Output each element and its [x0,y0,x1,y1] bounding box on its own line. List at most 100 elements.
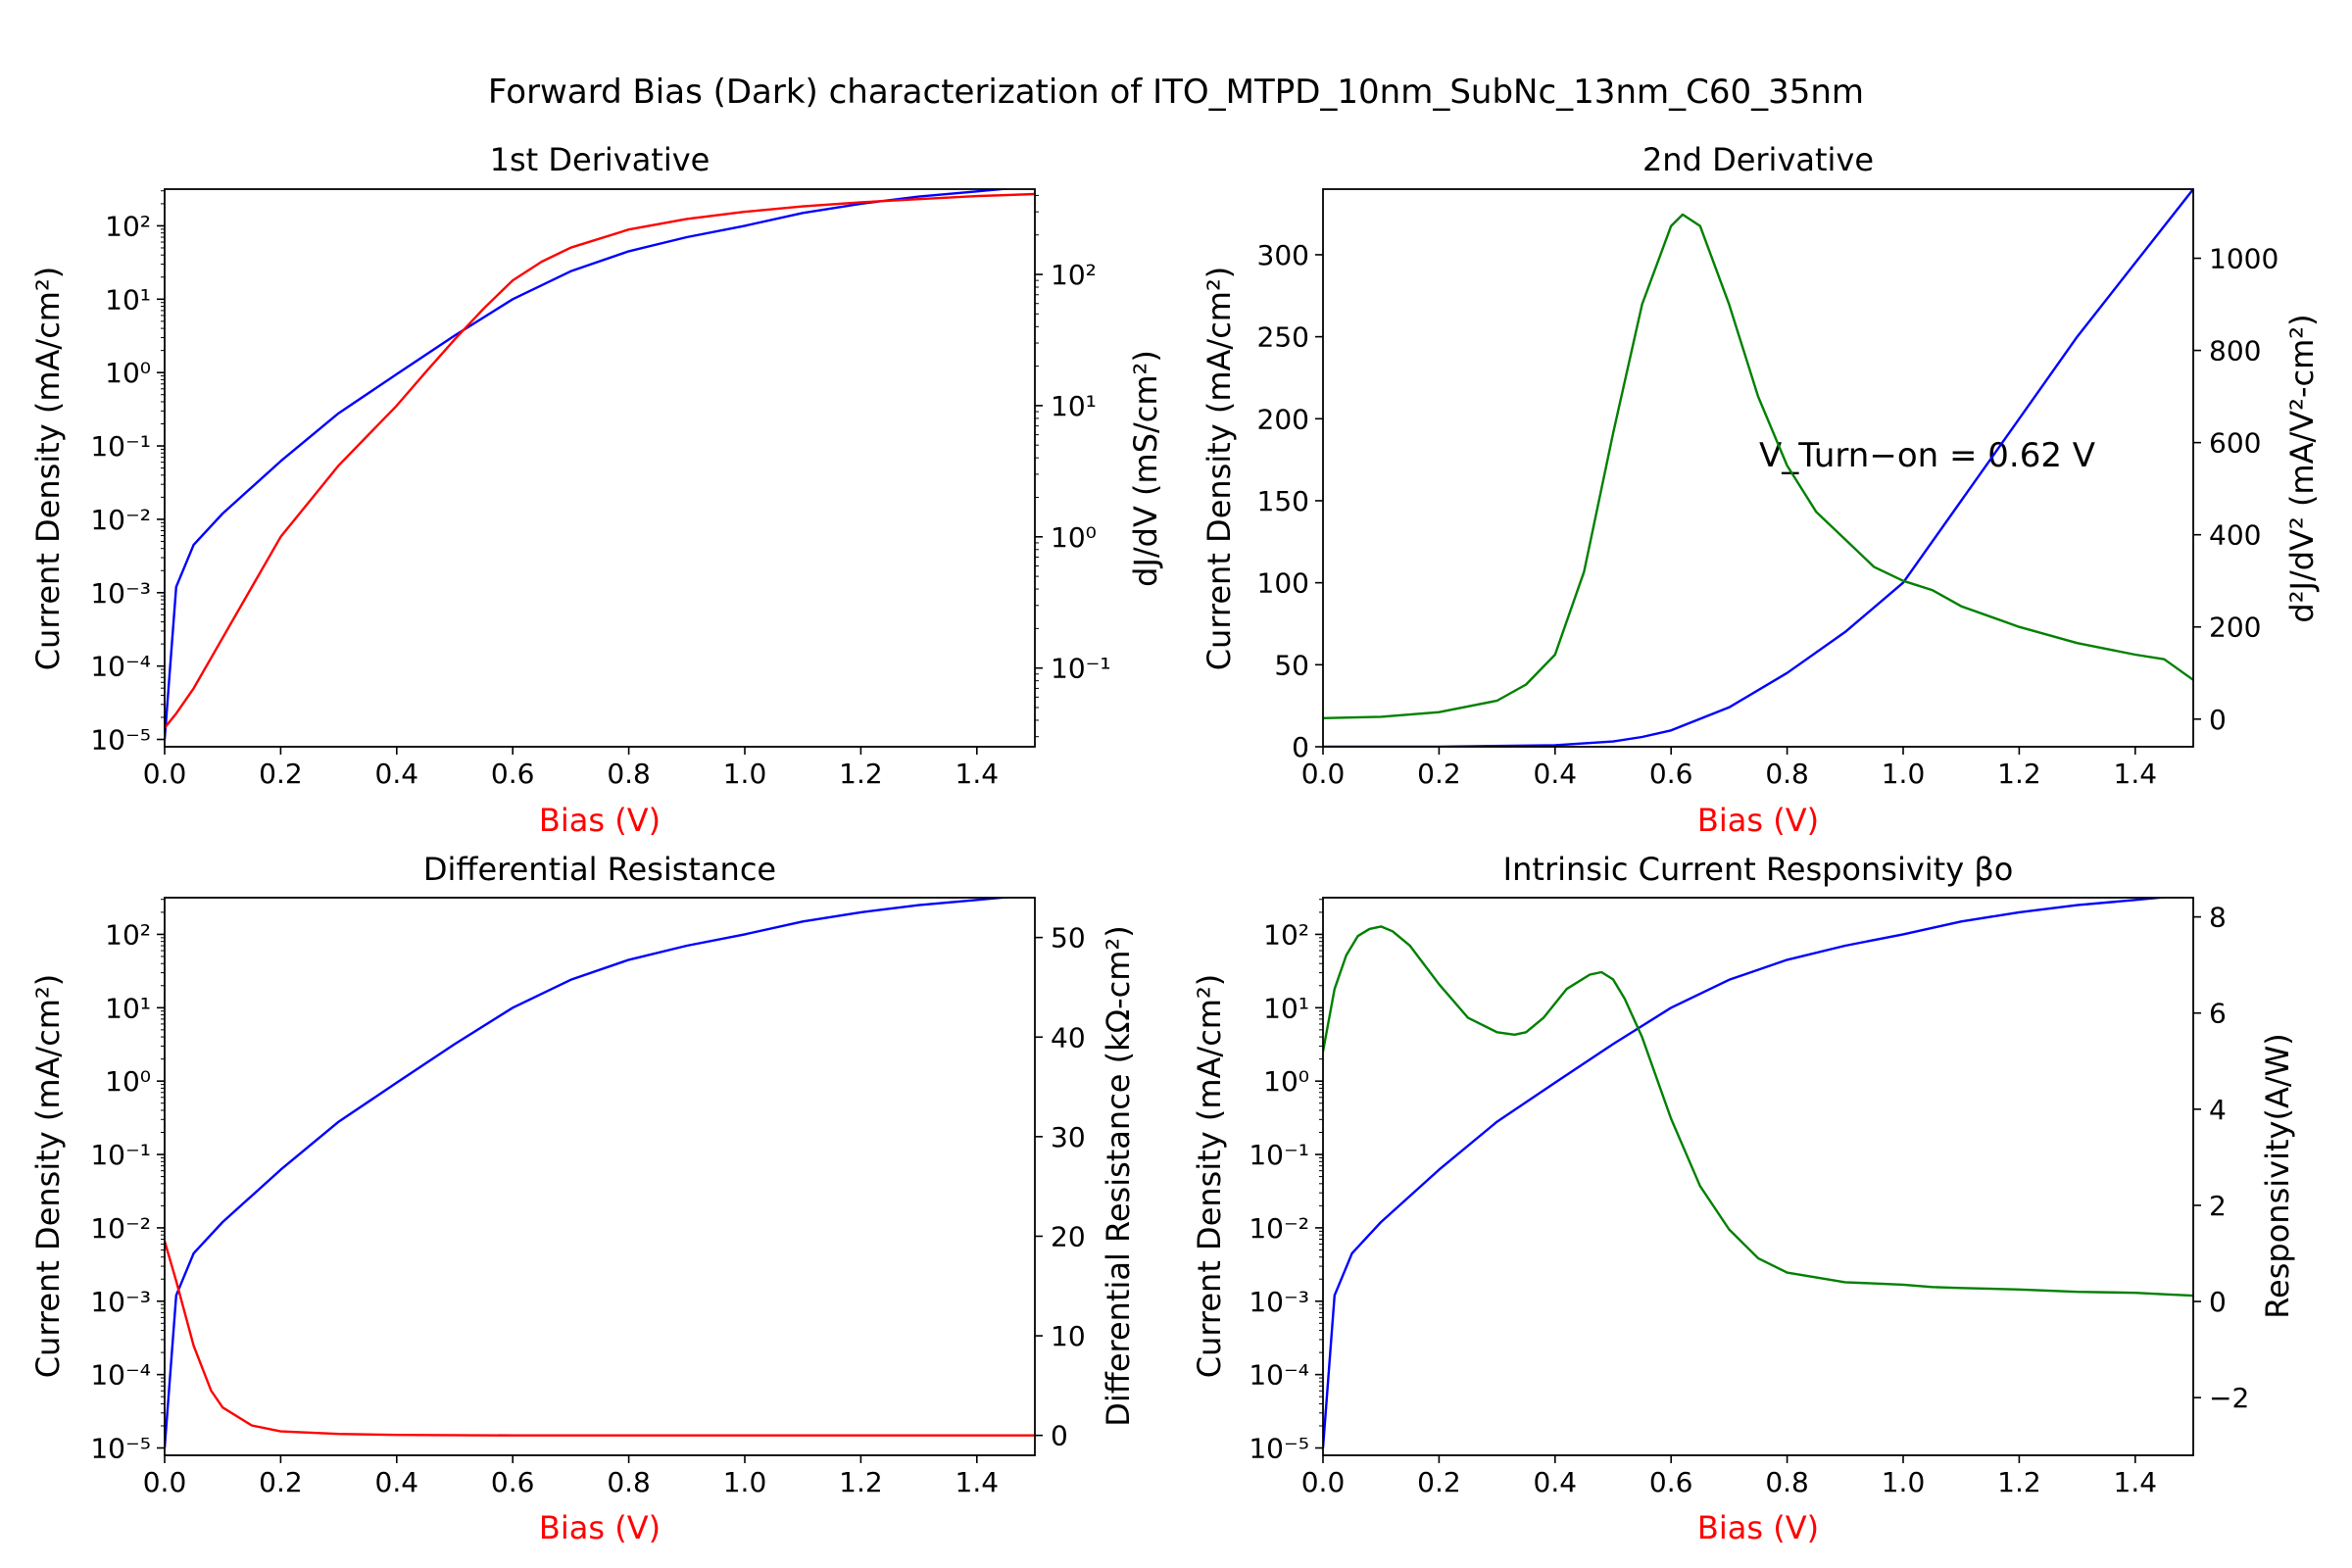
y-tick-label: 10¹ [1263,992,1309,1024]
x-tick-label: 1.2 [839,758,883,790]
y-axis-label: Current Density (mA/cm²) [29,267,67,671]
x-tick-label: 1.4 [2114,1466,2158,1498]
panel-title: 1st Derivative [490,141,710,178]
figure-suptitle: Forward Bias (Dark) characterization of … [488,73,1864,112]
y2-tick-label: 50 [1051,922,1086,955]
x-tick-label: 0.8 [607,758,651,790]
y-tick-label: 10⁻³ [90,1286,151,1318]
y-tick-label: 10⁻³ [1249,1286,1309,1318]
y-tick-label: 10⁰ [105,1065,151,1098]
x-tick-label: 0.4 [375,1466,419,1498]
x-tick-label: 0.2 [1417,1466,1461,1498]
y-tick-label: 10⁻⁴ [90,651,151,683]
x-axis-label: Bias (V) [539,802,661,839]
y-tick-label: 200 [1257,403,1309,435]
y-tick-label: 10⁰ [105,357,151,389]
y-tick-label: 50 [1274,649,1309,681]
y-tick-label: 10⁻⁴ [1249,1359,1309,1392]
axes-frame [1322,188,2194,748]
y-tick-label: 10⁻¹ [1249,1139,1309,1171]
y-tick-label: 10² [105,210,151,242]
y-tick-label: 10⁻⁴ [90,1359,151,1392]
x-axis-label: Bias (V) [1697,802,1819,839]
x-tick-label: 0.6 [1649,758,1693,790]
x-tick-label: 0.6 [491,758,535,790]
y-tick-label: 10⁻⁵ [90,1433,151,1465]
y-axis-label: Current Density (mA/cm²) [29,974,67,1379]
y-tick-label: 10⁻² [90,504,151,536]
x-tick-label: 0.4 [1534,758,1578,790]
y2-tick-label: 800 [2209,335,2261,368]
y-tick-label: 10⁻¹ [90,430,151,463]
y2-axis-label: Responsivity(A/W) [2259,1033,2296,1318]
y-tick-label: 0 [1292,731,1309,763]
panel-title: Intrinsic Current Responsivity βo [1503,851,2014,888]
x-tick-label: 0.0 [143,758,187,790]
y2-tick-label: 600 [2209,427,2261,460]
y2-tick-label: 400 [2209,519,2261,552]
y2-tick-label: 8 [2209,902,2227,934]
y2-tick-label: 200 [2209,612,2261,644]
y-tick-label: 10¹ [105,283,151,316]
turn-on-annotation: V_Turn−on = 0.62 V [1759,436,2095,475]
panel-2nd-derivative: 2nd Derivative Bias (V) Current Density … [1200,141,2321,839]
x-tick-label: 1.2 [839,1466,883,1498]
y-tick-label: 10⁻² [1249,1212,1309,1245]
x-tick-label: 1.2 [1997,758,2041,790]
y-tick-label: 10⁻² [90,1212,151,1245]
y-tick-label: 300 [1257,239,1309,271]
y-axis-label: Current Density (mA/cm²) [1200,267,1238,671]
panel-title: Differential Resistance [423,851,776,888]
y-tick-label: 250 [1257,321,1309,354]
y2-tick-label: 10⁰ [1051,521,1097,554]
y2-tick-label: 4 [2209,1094,2227,1126]
x-tick-label: 0.0 [143,1466,187,1498]
series-line-left-axis [165,189,1013,740]
x-tick-label: 0.2 [259,758,303,790]
axes-frame [164,188,1036,748]
y2-tick-label: 0 [1051,1420,1068,1452]
panel-1st-derivative: 1st Derivative Bias (V) Current Density … [29,141,1164,839]
x-tick-label: 1.0 [723,758,767,790]
panel-differential-resistance: Differential Resistance Bias (V) Current… [29,851,1137,1546]
y2-tick-label: 10⁻¹ [1051,653,1111,685]
y2-tick-label: 0 [2209,704,2227,736]
x-tick-label: 0.8 [1765,1466,1809,1498]
y-tick-label: 10¹ [105,992,151,1024]
y2-tick-label: 2 [2209,1190,2227,1222]
y2-axis-label: d²J/dV² (mA/V²-cm²) [2283,314,2321,622]
y-tick-label: 10⁻⁵ [1249,1433,1309,1465]
x-tick-label: 0.4 [375,758,419,790]
x-tick-label: 0.8 [1765,758,1809,790]
x-tick-label: 1.2 [1997,1466,2041,1498]
x-tick-label: 1.4 [956,1466,1000,1498]
x-axis-label: Bias (V) [1697,1509,1819,1546]
y-axis-label: Current Density (mA/cm²) [1191,974,1228,1379]
x-tick-label: 1.0 [723,1466,767,1498]
axes-frame [1322,897,2194,1456]
series-line-right-axis [1323,213,2193,719]
y2-axis-label: Differential Resistance (kΩ-cm²) [1100,925,1137,1427]
series-line-right-axis [165,1241,1035,1437]
x-tick-label: 1.4 [956,758,1000,790]
y-tick-label: 10² [1263,918,1309,951]
y-tick-label: 10² [105,918,151,951]
series-line-right-axis [1323,925,2193,1298]
y2-tick-label: 1000 [2209,243,2278,275]
y-tick-label: 10⁻⁵ [90,724,151,757]
y2-tick-label: −2 [2209,1382,2249,1414]
y-tick-label: 10⁻¹ [90,1139,151,1171]
series-line-left-axis [1323,898,2172,1448]
x-tick-label: 0.8 [607,1466,651,1498]
y2-axis-label: dJ/dV (mS/cm²) [1127,350,1164,587]
y2-tick-label: 40 [1051,1021,1086,1054]
x-tick-label: 1.4 [2114,758,2158,790]
x-tick-label: 0.2 [259,1466,303,1498]
x-tick-label: 0.0 [1301,758,1346,790]
x-tick-label: 1.0 [1882,1466,1926,1498]
x-tick-label: 0.0 [1301,1466,1346,1498]
y2-tick-label: 30 [1051,1121,1086,1153]
x-tick-label: 0.6 [491,1466,535,1498]
x-tick-label: 0.4 [1534,1466,1578,1498]
